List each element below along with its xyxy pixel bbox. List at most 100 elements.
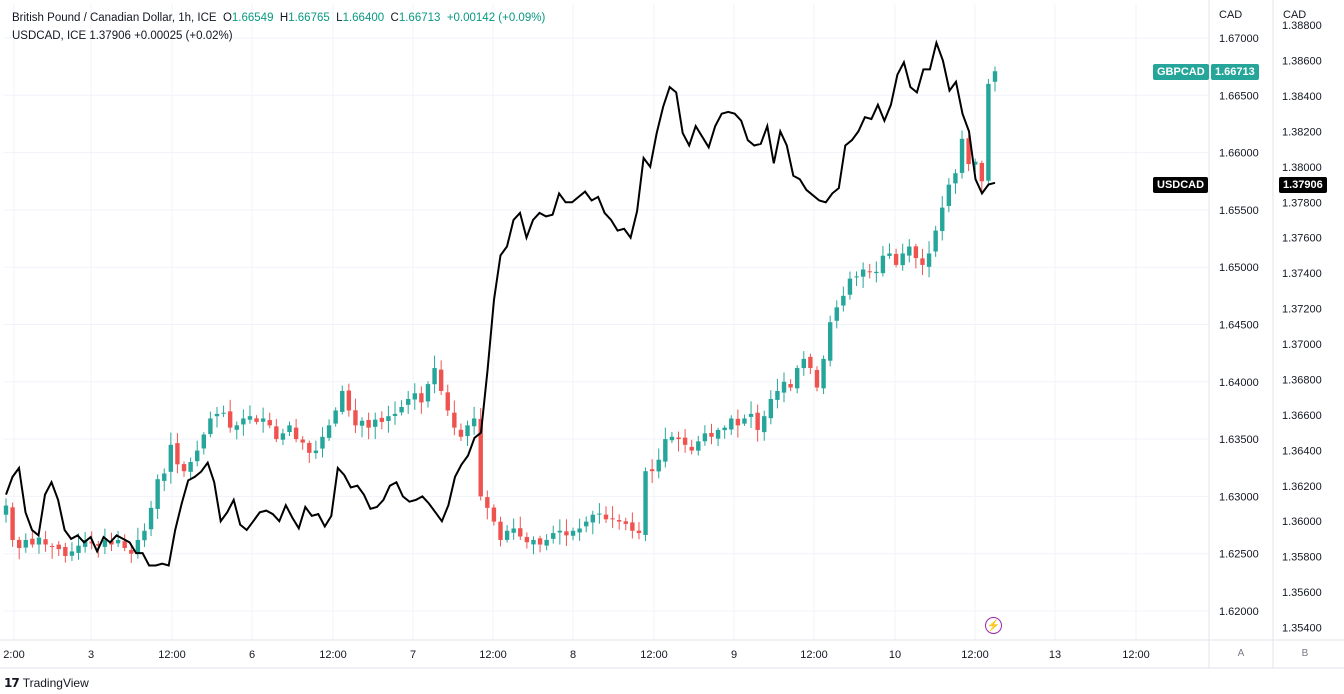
symbol-title[interactable]: British Pound / Canadian Dollar, 1h, ICE: [12, 12, 217, 24]
candle-body: [346, 390, 352, 411]
candle-body: [827, 322, 833, 361]
candle-body: [89, 541, 94, 544]
candle: [557, 519, 563, 545]
candle-body: [715, 429, 721, 439]
candle: [3, 498, 9, 523]
candle: [643, 467, 648, 542]
left-tick-label: 1.67000: [1219, 33, 1259, 45]
candle-body: [82, 539, 88, 547]
candle: [458, 423, 464, 441]
candle: [274, 419, 279, 443]
left-tick-label: 1.66500: [1219, 90, 1259, 102]
candle-body: [801, 358, 806, 369]
candle: [913, 243, 919, 269]
right-tick-label: 1.36200: [1282, 481, 1322, 493]
candle-body: [702, 433, 708, 442]
right-tick-label: 1.37000: [1282, 339, 1322, 351]
candle-body: [326, 425, 332, 438]
candle-body: [643, 471, 648, 535]
candle: [333, 407, 338, 427]
candle: [603, 506, 609, 523]
candle-body: [69, 551, 75, 556]
candle: [762, 410, 767, 441]
candle-body: [379, 417, 385, 422]
candle-body: [511, 528, 516, 533]
time-tick-label: 10: [889, 649, 901, 661]
candle-body: [293, 427, 299, 440]
candle: [735, 409, 741, 438]
candle-body: [636, 530, 642, 534]
candle: [43, 531, 48, 552]
candle-body: [320, 436, 325, 449]
candle: [181, 461, 187, 477]
price-axis-left-ticks[interactable]: 1.67000 1.66500 1.66000 1.65500 1.65000 1.645…: [1219, 33, 1259, 618]
candle: [590, 510, 596, 535]
candle-body: [3, 505, 9, 515]
candle-body: [412, 393, 417, 400]
candle: [63, 542, 68, 563]
tradingview-logo[interactable]: 17 TradingView: [4, 676, 89, 690]
candle: [630, 512, 635, 539]
grid-lines: [4, 4, 1209, 640]
candle-body: [669, 436, 675, 441]
time-tick-label: 12:00: [800, 649, 828, 661]
candle-body: [867, 271, 872, 273]
candle-body: [808, 356, 813, 369]
candle: [307, 440, 312, 463]
time-axis-ticks[interactable]: 2:00 3 12:00 6 12:00 7 12:00 8 12:00 9 12:00 10 12:0…: [3, 649, 1149, 661]
candle-body: [16, 539, 22, 548]
candle-body: [458, 429, 464, 437]
candle: [320, 427, 325, 458]
auto-scale-button[interactable]: A: [1237, 648, 1245, 659]
candle-body: [887, 253, 892, 256]
candle: [254, 415, 259, 425]
time-tick-label: 12:00: [479, 649, 507, 661]
axes-frame: [0, 0, 1344, 669]
candle: [570, 527, 576, 541]
candle: [709, 423, 714, 445]
right-tick-label: 1.36800: [1282, 374, 1322, 386]
price-axis-right-ticks[interactable]: 1.38800 1.38600 1.38400 1.38200 1.38000 1.378…: [1282, 20, 1322, 634]
candle-body: [755, 412, 760, 430]
time-tick-label: 13: [1049, 649, 1061, 661]
candle: [280, 428, 286, 446]
candle-body: [676, 437, 681, 440]
candle-body: [333, 410, 338, 424]
candle-body: [649, 469, 655, 472]
low-value: 1.66400: [342, 12, 385, 24]
candle: [471, 406, 477, 435]
candle-body: [135, 539, 141, 554]
lightning-icon[interactable]: ⚡: [985, 617, 1002, 634]
candle-body: [498, 521, 503, 540]
open-value: 1.66549: [231, 12, 274, 24]
candle-body: [373, 419, 378, 427]
candle-body: [471, 418, 477, 427]
candle-body: [36, 537, 42, 545]
candle-body: [452, 412, 457, 428]
candle-body: [577, 528, 582, 533]
candle: [577, 518, 582, 541]
legend-compare-row[interactable]: USDCAD, ICE 1.37906 +0.00025 (+0.02%): [12, 30, 233, 42]
candle: [531, 536, 536, 555]
candle: [247, 405, 253, 424]
candle: [827, 315, 833, 367]
time-tick-label: 12:00: [640, 649, 668, 661]
candle-body: [557, 530, 563, 533]
candle: [373, 412, 378, 440]
candle: [366, 412, 371, 440]
candle-body: [913, 246, 919, 259]
candle-body: [491, 507, 497, 522]
scale-b-button[interactable]: B: [1301, 648, 1309, 659]
right-tick-label: 1.37400: [1282, 268, 1322, 280]
candle: [392, 401, 398, 425]
candle-body: [63, 547, 68, 556]
candle: [676, 431, 681, 452]
usdcad-tag-label: USDCAD: [1153, 177, 1209, 193]
candle: [326, 419, 332, 441]
candle-body: [570, 530, 576, 536]
candle: [702, 425, 708, 446]
candle: [234, 421, 239, 440]
candle-body: [56, 544, 61, 550]
candle: [867, 263, 872, 279]
